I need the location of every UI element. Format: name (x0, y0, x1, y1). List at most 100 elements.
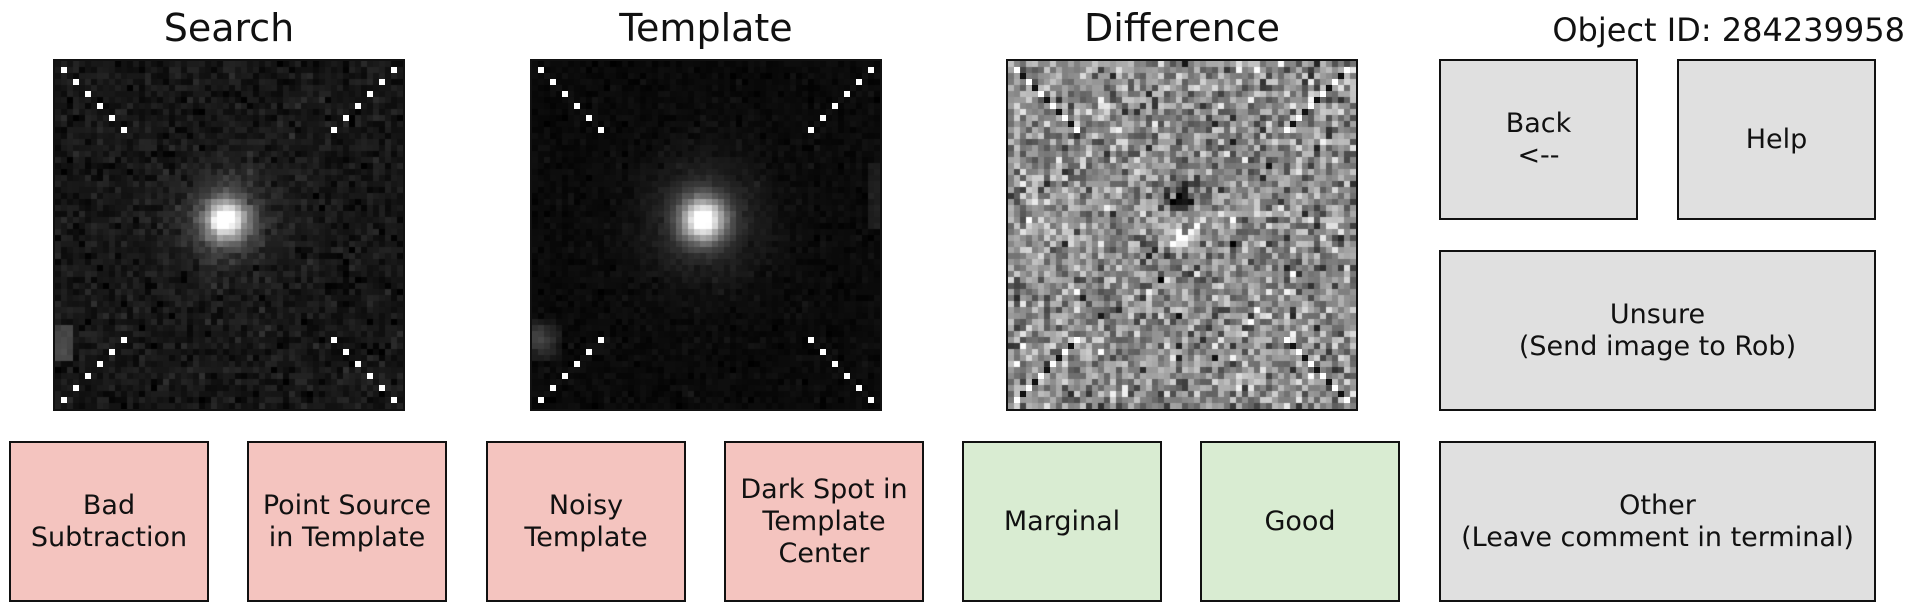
crosshair-tick (67, 391, 73, 397)
crosshair-tick (568, 367, 574, 373)
crosshair-tick (115, 343, 121, 349)
crosshair-tick (838, 367, 844, 373)
crosshair-tick (826, 355, 832, 361)
crosshair-tick (73, 79, 79, 85)
noisy-template-button[interactable]: Noisy Template (486, 441, 686, 602)
crosshair-tick (349, 355, 355, 361)
crosshair-tick (592, 121, 598, 127)
crosshair-tick (1296, 115, 1302, 121)
crosshair-tick (1038, 91, 1044, 97)
crosshair-tick (349, 109, 355, 115)
template-image (530, 59, 882, 411)
crosshair-tick (1320, 373, 1326, 379)
crosshair-tick (1020, 391, 1026, 397)
crosshair-tick (367, 373, 373, 379)
crosshair-tick (1050, 361, 1056, 367)
help-button[interactable]: Help (1677, 59, 1876, 220)
crosshair-tick (814, 343, 820, 349)
crosshair-tick (1050, 103, 1056, 109)
crosshair-tick (544, 391, 550, 397)
crosshair-tick (556, 379, 562, 385)
point-source-in-template-button[interactable]: Point Source in Template (247, 441, 447, 602)
crosshair-tick (862, 391, 868, 397)
crosshair-tick (391, 397, 397, 403)
crosshair-tick (562, 91, 568, 97)
crosshair-tick (1332, 79, 1338, 85)
crosshair-tick (73, 385, 79, 391)
crosshair-tick (1326, 379, 1332, 385)
crosshair-tick (1038, 373, 1044, 379)
crosshair-tick (361, 367, 367, 373)
crosshair-tick (379, 385, 385, 391)
crosshair-tick (373, 85, 379, 91)
crosshair-tick (598, 127, 604, 133)
crosshair-tick (844, 91, 850, 97)
difference-image (1006, 59, 1358, 411)
other-button[interactable]: Other (Leave comment in terminal) (1439, 441, 1876, 602)
crosshair-tick (826, 109, 832, 115)
good-button[interactable]: Good (1200, 441, 1400, 602)
crosshair-tick (1074, 127, 1080, 133)
crosshair-tick (97, 361, 103, 367)
crosshair-tick (331, 127, 337, 133)
crosshair-tick (85, 373, 91, 379)
crosshair-tick (538, 397, 544, 403)
crosshair-tick (1032, 379, 1038, 385)
bad-subtraction-button[interactable]: Bad Subtraction (9, 441, 209, 602)
marginal-button[interactable]: Marginal (962, 441, 1162, 602)
crosshair-tick (820, 115, 826, 121)
crosshair-tick (538, 67, 544, 73)
crosshair-tick (1314, 97, 1320, 103)
crosshair-tick (1302, 355, 1308, 361)
crosshair-tick (850, 379, 856, 385)
crosshair-marks (1014, 67, 1350, 403)
crosshair-tick (1326, 85, 1332, 91)
crosshair-tick (121, 337, 127, 343)
search-title: Search (163, 6, 295, 50)
crosshair-tick (556, 85, 562, 91)
crosshair-tick (103, 109, 109, 115)
crosshair-tick (820, 349, 826, 355)
back-button[interactable]: Back <-- (1439, 59, 1638, 220)
dark-spot-in-template-center-button[interactable]: Dark Spot in Template Center (724, 441, 924, 602)
crosshair-tick (61, 67, 67, 73)
crosshair-tick (1056, 109, 1062, 115)
crosshair-tick (550, 385, 556, 391)
crosshair-tick (1032, 85, 1038, 91)
crosshair-tick (1014, 397, 1020, 403)
crosshair-tick (1068, 343, 1074, 349)
crosshair-marks (538, 67, 874, 403)
crosshair-tick (1302, 109, 1308, 115)
crosshair-tick (1284, 127, 1290, 133)
crosshair-tick (592, 343, 598, 349)
crosshair-tick (544, 73, 550, 79)
crosshair-tick (91, 367, 97, 373)
crosshair-tick (97, 103, 103, 109)
crosshair-tick (109, 349, 115, 355)
difference-title: Difference (1084, 6, 1280, 50)
crosshair-tick (385, 391, 391, 397)
crosshair-tick (391, 67, 397, 73)
unsure-button[interactable]: Unsure (Send image to Rob) (1439, 250, 1876, 411)
crosshair-tick (355, 103, 361, 109)
crosshair-tick (562, 373, 568, 379)
crosshair-tick (379, 79, 385, 85)
crosshair-tick (343, 115, 349, 121)
crosshair-tick (1014, 67, 1020, 73)
crosshair-tick (1290, 121, 1296, 127)
crosshair-tick (586, 115, 592, 121)
crosshair-tick (337, 343, 343, 349)
crosshair-tick (1338, 73, 1344, 79)
crosshair-tick (1026, 385, 1032, 391)
crosshair-tick (838, 97, 844, 103)
crosshair-tick (586, 349, 592, 355)
crosshair-tick (1044, 367, 1050, 373)
crosshair-tick (1314, 367, 1320, 373)
crosshair-tick (355, 361, 361, 367)
crosshair-tick (1026, 79, 1032, 85)
crosshair-tick (1320, 91, 1326, 97)
crosshair-tick (1020, 73, 1026, 79)
crosshair-tick (580, 355, 586, 361)
crosshair-tick (814, 121, 820, 127)
object-id: Object ID: 284239958 (1552, 11, 1905, 49)
